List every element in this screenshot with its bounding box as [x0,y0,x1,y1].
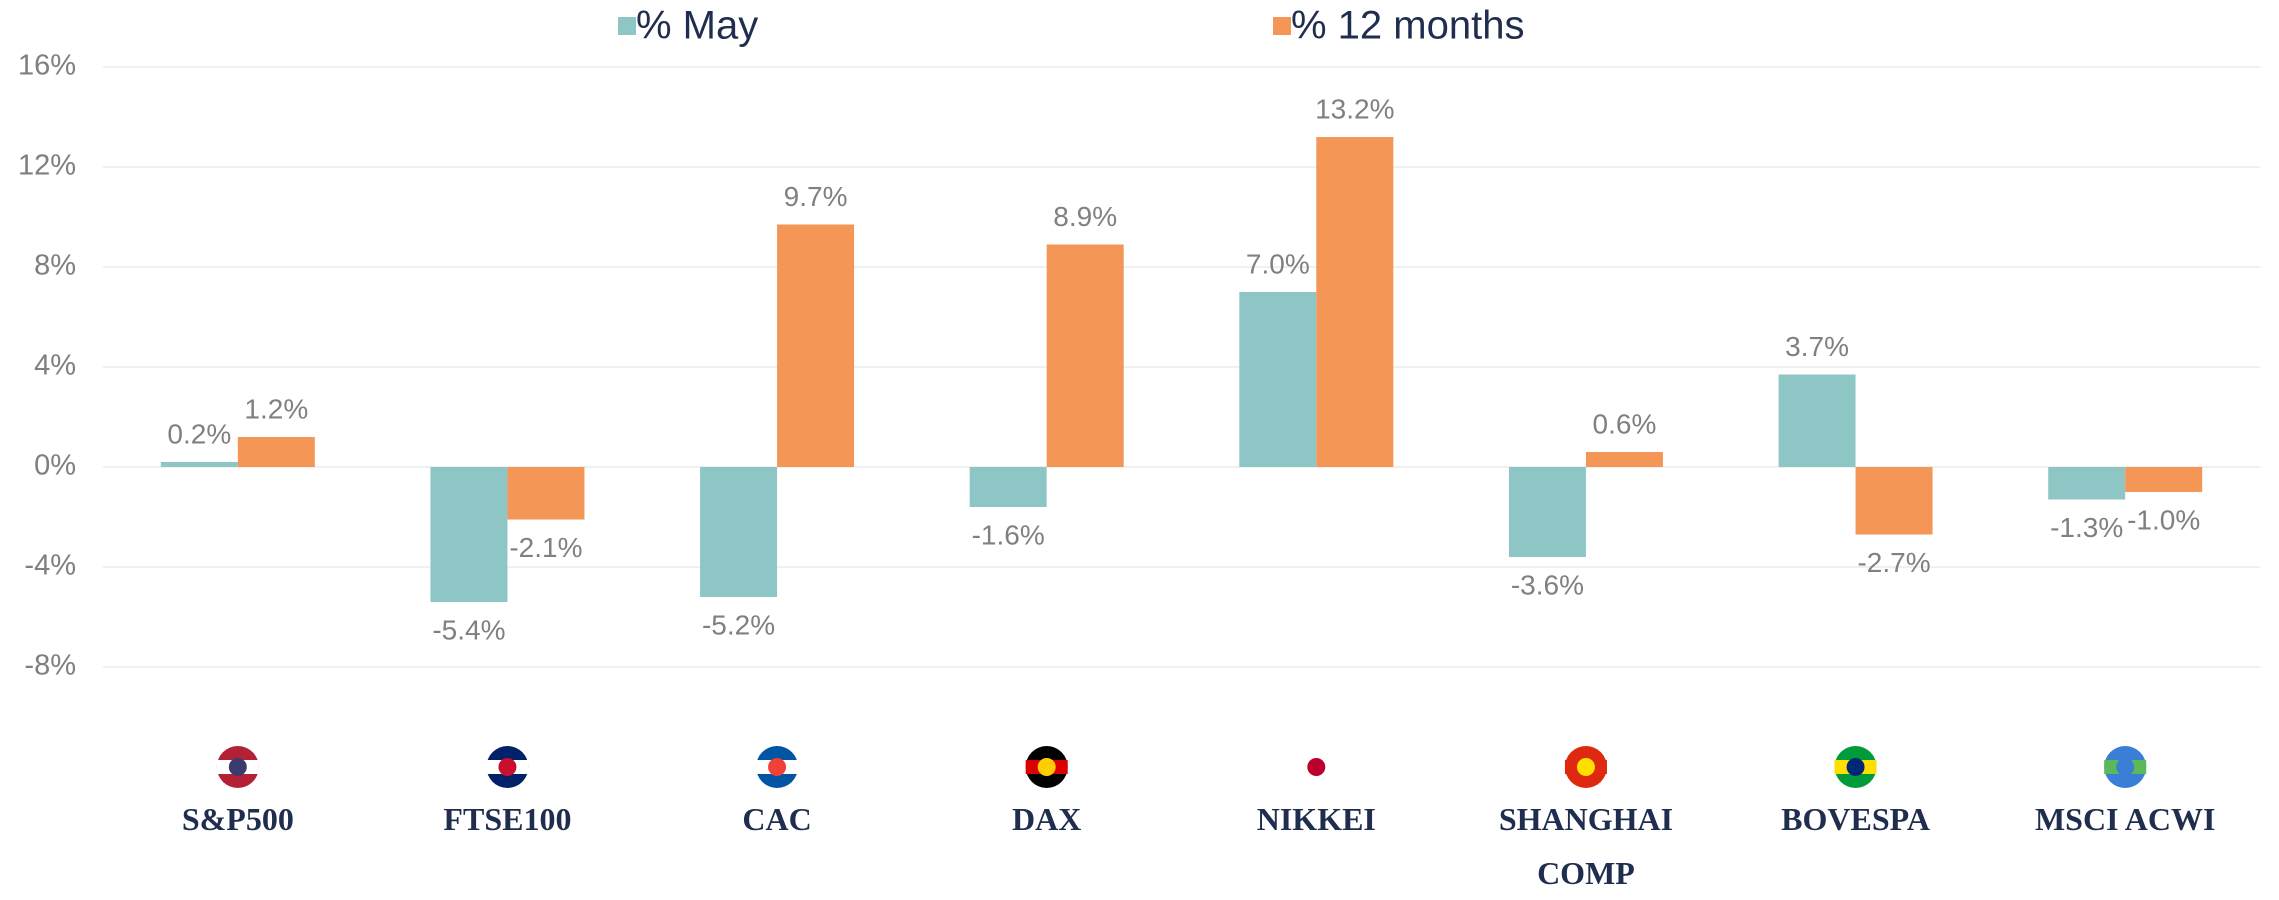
data-label: -1.0% [2127,504,2200,535]
data-label: -2.1% [509,532,582,563]
x-tick-label: DAX [1012,801,1082,837]
bar [2125,467,2203,492]
data-label: -1.3% [2050,512,2123,543]
y-tick-label: -8% [24,650,76,682]
data-label: -5.4% [432,614,505,645]
flag-icon [498,758,517,776]
legend-label: % 12 months [1291,4,1524,48]
bar [507,467,585,520]
bar [1585,452,1663,467]
bar [777,224,855,467]
data-label: 3.7% [1785,331,1849,362]
flag-icon [228,758,247,776]
data-label: 0.2% [167,418,231,449]
y-tick-label: 0% [34,450,76,482]
bar [700,467,778,597]
bar [1508,467,1586,557]
x-tick-label: FTSE100 [443,801,572,837]
data-label: 1.2% [244,393,308,424]
flag-icon [1846,758,1865,776]
bar [237,437,315,467]
bar [1316,137,1394,467]
bar [1046,244,1124,467]
bar [1855,467,1933,535]
data-label: 9.7% [784,181,848,212]
legend-swatch [1273,17,1291,35]
data-label: 8.9% [1053,201,1117,232]
data-label: -2.7% [1857,547,1930,578]
flag-icon [1037,758,1056,776]
bar [430,467,508,602]
data-label: 7.0% [1246,248,1310,279]
y-tick-label: 4% [34,350,76,382]
data-label: 0.6% [1593,408,1657,439]
bar [969,467,1047,507]
y-tick-label: 16% [18,50,76,82]
flag-icon [2116,758,2135,776]
x-tick-label: CAC [742,801,812,837]
bar [2048,467,2126,500]
x-tick-label: BOVESPA [1781,801,1930,837]
bar [160,462,238,467]
flag-icon [1576,758,1595,776]
data-label: -3.6% [1511,569,1584,600]
data-label: 13.2% [1315,93,1394,124]
y-tick-label: 8% [34,250,76,282]
x-tick-label: S&P500 [181,801,294,837]
x-tick-label: SHANGHAI COMP [1498,801,1674,891]
x-tick-label: NIKKEI [1256,801,1376,837]
data-label: -5.2% [702,609,775,640]
y-tick-label: -4% [24,550,76,582]
flag-icon [768,758,787,776]
data-label: -1.6% [972,519,1045,550]
legend-label: % May [636,4,758,48]
x-tick-label: MSCI ACWI [2034,801,2216,837]
legend-swatch [618,17,636,35]
bar [1778,374,1856,467]
y-tick-label: 12% [18,150,76,182]
flag-icon [1307,758,1326,776]
bar [1239,292,1317,467]
